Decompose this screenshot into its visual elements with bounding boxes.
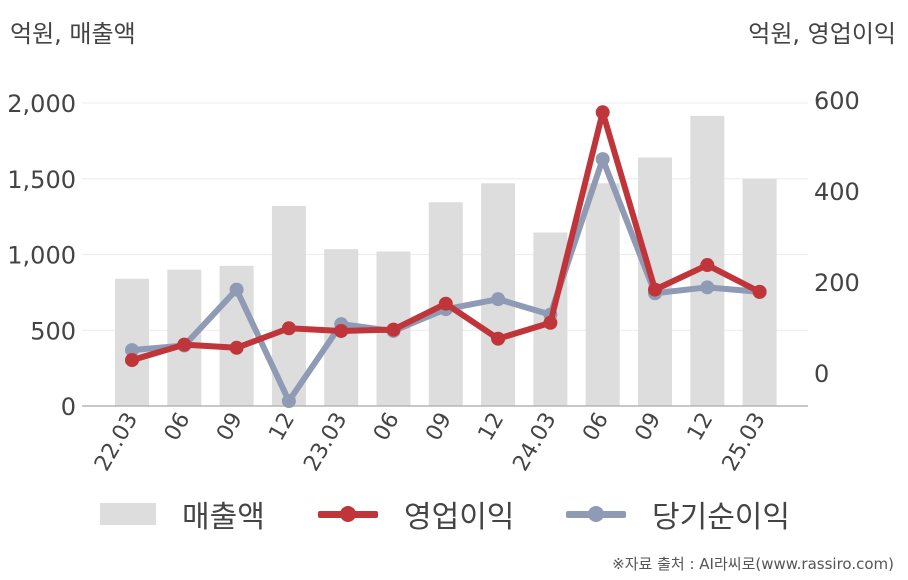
operating-profit-point	[386, 322, 401, 337]
x-tick-label: 09	[212, 409, 248, 446]
operating-profit-point	[700, 258, 715, 273]
y-left-tick-label: 0	[61, 393, 76, 421]
y-left-tick-label: 500	[30, 317, 76, 345]
y-left-tick-label: 2,000	[7, 90, 76, 118]
x-tick-label: 12	[264, 409, 300, 446]
y-right-tick-label: 0	[814, 360, 829, 388]
net-income-point	[281, 393, 296, 408]
x-tick-label: 06	[160, 409, 196, 446]
x-tick-label: 23.03	[299, 409, 352, 476]
operating-profit-point	[648, 282, 662, 297]
net-income-point	[229, 282, 244, 297]
x-tick-label: 06	[578, 409, 614, 446]
net-income-point	[700, 280, 715, 295]
right-axis-unit: 억원, 영업이익	[748, 20, 896, 48]
net-income-point	[595, 152, 610, 167]
x-tick-label: 12	[683, 409, 719, 446]
source-note: ※자료 출처 : AI라씨로(www.rassiro.com)	[612, 555, 894, 573]
operating-profit-point	[229, 340, 244, 355]
operating-profit-point	[438, 296, 453, 311]
legend-item-revenue: 매출액	[100, 492, 265, 536]
left-axis-unit: 억원, 매출액	[10, 20, 136, 48]
legend-label-revenue: 매출액	[182, 500, 265, 535]
x-tick-label: 12	[474, 408, 510, 445]
operating-profit-point	[177, 337, 192, 352]
y-left-tick-label: 1,500	[7, 166, 76, 194]
legend-swatch-operating-profit	[318, 503, 378, 525]
y-right-tick-label: 400	[814, 178, 860, 206]
legend-item-operating-profit: 영업이익	[318, 492, 514, 536]
y-left-tick-label: 1,000	[7, 242, 76, 270]
operating-profit-point	[125, 353, 139, 368]
legend-item-net-income: 당기순이익	[566, 492, 790, 536]
combo-chart: 0 500 1,000 1,500 2,000 0 200 400 600 22.03 06 09 12…	[7, 87, 860, 476]
net-income-point	[125, 343, 139, 358]
legend-swatch-net-income	[566, 503, 626, 525]
operating-profit-point	[334, 323, 349, 338]
y-right-tick-label: 200	[814, 269, 860, 297]
operating-profit-point	[281, 321, 296, 336]
revenue-bar	[115, 278, 149, 406]
chart-legend: 매출액 영업이익 당기순이익	[0, 492, 908, 536]
x-tick-label: 06	[369, 409, 405, 446]
operating-profit-point	[491, 331, 506, 346]
operating-profit-point	[595, 105, 610, 120]
legend-swatch-revenue	[100, 503, 156, 525]
legend-label-net-income: 당기순이익	[652, 500, 790, 535]
revenue-bar	[585, 183, 620, 406]
x-tick-label: 09	[631, 409, 667, 446]
x-tick-label: 22.03	[90, 409, 143, 476]
x-tick-label: 09	[421, 409, 457, 446]
legend-label-operating-profit: 영업이익	[404, 500, 515, 535]
x-tick-label: 25.03	[718, 409, 771, 476]
x-tick-label: 24.03	[508, 409, 561, 476]
net-income-point	[491, 292, 506, 307]
y-right-tick-label: 600	[814, 87, 860, 115]
operating-profit-point	[752, 284, 767, 299]
operating-profit-point	[543, 315, 558, 330]
